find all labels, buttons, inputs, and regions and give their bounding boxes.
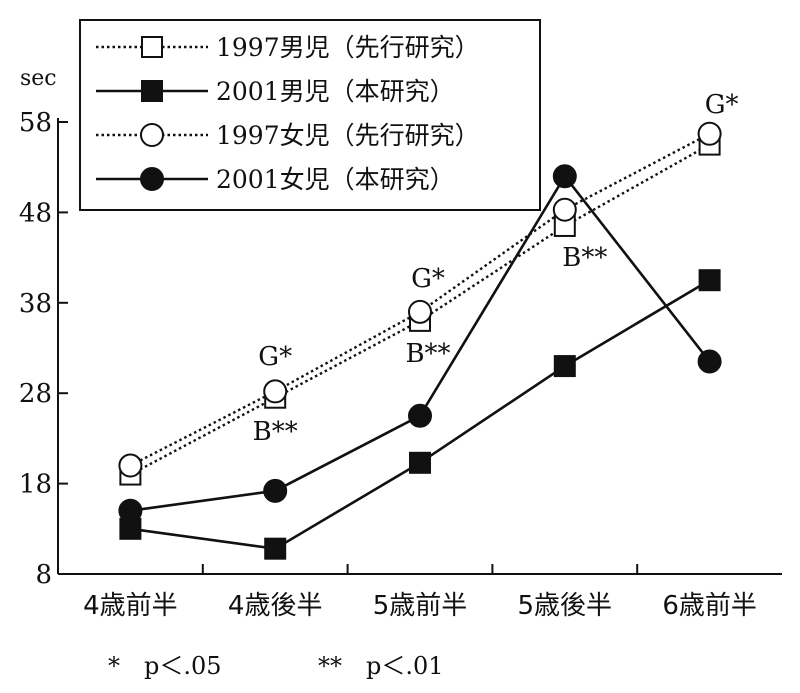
x-tick-label: 4歳後半 xyxy=(228,591,323,621)
y-tick-label: 18 xyxy=(19,470,52,500)
point-series-3 xyxy=(118,453,143,478)
point-series-3 xyxy=(697,121,722,146)
point-series-3 xyxy=(408,299,432,324)
point-series-2 xyxy=(264,537,287,560)
series-line-1 xyxy=(129,143,711,476)
series-layer xyxy=(118,121,722,560)
legend-label-3: 1997女児（先行研究） xyxy=(216,121,480,150)
y-tick-label: 28 xyxy=(19,379,52,409)
legend-marker-1 xyxy=(141,36,163,58)
footnote-p05: * p＜.05 xyxy=(108,652,222,680)
point-series-3 xyxy=(552,197,577,222)
point-series-4 xyxy=(408,403,432,428)
point-series-4 xyxy=(552,164,577,189)
legend-label-1: 1997男児（先行研究） xyxy=(216,33,480,62)
x-tick-label: 5歳後半 xyxy=(518,591,613,621)
point-series-2 xyxy=(698,269,721,292)
legend: 1997男児（先行研究） 2001男児（本研究） 1997女児（先行研究） 2001女… xyxy=(79,19,541,211)
footnote: * p＜.05 ** p＜.01 xyxy=(108,652,444,680)
legend-marker-2 xyxy=(141,80,163,102)
legend-marker-3 xyxy=(140,123,164,147)
significance-girls: G* xyxy=(705,90,739,120)
point-series-4 xyxy=(263,478,288,503)
y-tick-label: 58 xyxy=(19,108,52,138)
legend-marker-4 xyxy=(140,167,164,191)
legend-label-2: 2001男児（本研究） xyxy=(216,77,455,106)
significance-boys: B** xyxy=(405,339,450,369)
significance-girls: G* xyxy=(411,264,445,294)
point-series-3 xyxy=(263,379,288,404)
point-series-4 xyxy=(118,498,143,523)
y-tick-label: 8 xyxy=(35,560,52,590)
significance-boys: B** xyxy=(253,417,298,447)
significance-boys: B** xyxy=(562,243,607,273)
axes: 8 18 28 38 48 58 sec 4歳前半 4歳後半 5歳前半 5歳後半 6歳前半 xyxy=(19,66,782,621)
y-axis-label: sec xyxy=(20,66,57,91)
y-tick-label: 48 xyxy=(19,198,52,228)
annotations: G* B** G* B** B** G* xyxy=(253,90,739,447)
point-series-2 xyxy=(553,355,576,378)
point-series-4 xyxy=(697,349,722,374)
legend-label-4: 2001女児（本研究） xyxy=(216,165,455,194)
point-series-2 xyxy=(409,451,431,474)
x-tick-label: 6歳前半 xyxy=(662,591,757,621)
y-tick-label: 38 xyxy=(19,289,52,319)
footnote-p01: ** p＜.01 xyxy=(318,652,444,680)
significance-girls: G* xyxy=(258,342,292,372)
x-tick-label: 5歳前半 xyxy=(373,591,468,621)
x-tick-label: 4歳前半 xyxy=(83,591,178,621)
